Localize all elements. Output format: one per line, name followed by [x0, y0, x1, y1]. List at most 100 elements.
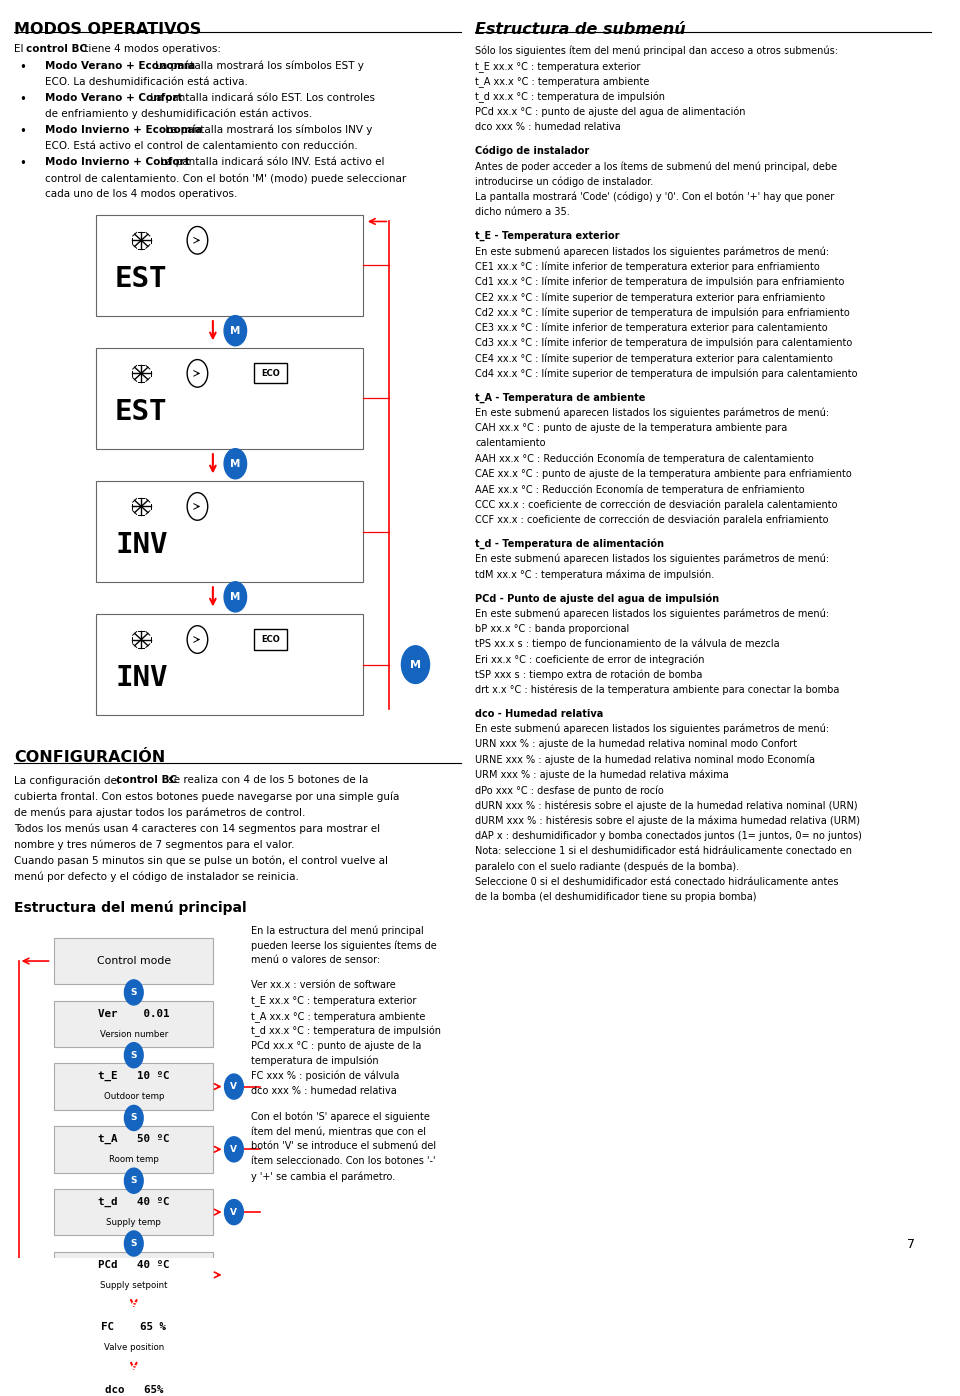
- Text: En este submenú aparecen listados los siguientes parámetros de menú:: En este submenú aparecen listados los si…: [475, 725, 829, 734]
- Text: La pantalla mostrará los símbolos EST y: La pantalla mostrará los símbolos EST y: [152, 60, 364, 71]
- Text: La pantalla indicará sólo INV. Está activo el: La pantalla indicará sólo INV. Está acti…: [156, 156, 384, 168]
- Text: dURM xxx % : histéresis sobre el ajuste de la máxima humedad relativa (URM): dURM xxx % : histéresis sobre el ajuste …: [475, 815, 860, 826]
- Text: de menús para ajustar todos los parámetros de control.: de menús para ajustar todos los parámetr…: [14, 807, 305, 818]
- Text: t_E xx.x °C : temperatura exterior: t_E xx.x °C : temperatura exterior: [475, 61, 640, 71]
- Text: menú por defecto y el código de instalador se reinicia.: menú por defecto y el código de instalad…: [14, 871, 299, 882]
- Text: La pantalla indicará sólo EST. Los controles: La pantalla indicará sólo EST. Los contr…: [147, 92, 375, 103]
- Circle shape: [224, 448, 247, 479]
- FancyBboxPatch shape: [55, 1315, 213, 1361]
- Text: V: V: [230, 1082, 237, 1092]
- Text: Modo Invierno + Confort: Modo Invierno + Confort: [45, 156, 190, 168]
- Text: dco   65%: dco 65%: [105, 1385, 163, 1395]
- Text: Outdoor temp: Outdoor temp: [104, 1092, 164, 1101]
- Text: t_d - Temperatura de alimentación: t_d - Temperatura de alimentación: [475, 539, 664, 550]
- Text: de la bomba (el deshumidificador tiene su propia bomba): de la bomba (el deshumidificador tiene s…: [475, 892, 756, 902]
- Text: La pantalla mostrará 'Code' (código) y '0'. Con el botón '+' hay que poner: La pantalla mostrará 'Code' (código) y '…: [475, 191, 834, 202]
- Text: M: M: [230, 592, 241, 602]
- Circle shape: [125, 1106, 143, 1131]
- Text: t_d xx.x °C : temperatura de impulsión: t_d xx.x °C : temperatura de impulsión: [251, 1026, 441, 1037]
- Circle shape: [125, 1231, 143, 1256]
- Circle shape: [225, 1199, 243, 1224]
- Text: Código de instalador: Código de instalador: [475, 145, 589, 156]
- Text: AAH xx.x °C : Reducción Economía de temperatura de calentamiento: AAH xx.x °C : Reducción Economía de temp…: [475, 454, 814, 463]
- Text: tPS xx.x s : tiempo de funcionamiento de la válvula de mezcla: tPS xx.x s : tiempo de funcionamiento de…: [475, 639, 780, 649]
- Text: Room temp: Room temp: [108, 1154, 158, 1164]
- Text: Cuando pasan 5 minutos sin que se pulse un botón, el control vuelve al: Cuando pasan 5 minutos sin que se pulse …: [14, 856, 388, 866]
- Text: CCF xx.x : coeficiente de corrección de desviación paralela enfriamiento: CCF xx.x : coeficiente de corrección de …: [475, 515, 828, 525]
- Text: M: M: [230, 325, 241, 335]
- Text: S: S: [131, 1051, 137, 1060]
- Text: En la estructura del menú principal: En la estructura del menú principal: [251, 926, 423, 935]
- Text: control BC: control BC: [26, 45, 87, 54]
- Text: CE2 xx.x °C : límite superior de temperatura exterior para enfriamiento: CE2 xx.x °C : límite superior de tempera…: [475, 292, 826, 303]
- FancyBboxPatch shape: [55, 938, 213, 984]
- Text: EST: EST: [115, 265, 168, 293]
- Text: La configuración del: La configuración del: [14, 775, 123, 786]
- FancyBboxPatch shape: [253, 363, 287, 384]
- FancyBboxPatch shape: [55, 1064, 213, 1110]
- Text: S: S: [131, 1114, 137, 1122]
- Text: •: •: [19, 60, 27, 74]
- Text: pueden leerse los siguientes ítems de: pueden leerse los siguientes ítems de: [251, 941, 437, 951]
- Text: tdM xx.x °C : temperatura máxima de impulsión.: tdM xx.x °C : temperatura máxima de impu…: [475, 570, 714, 579]
- Text: control de calentamiento. Con el botón 'M' (modo) puede seleccionar: control de calentamiento. Con el botón '…: [45, 173, 406, 183]
- Text: t_A - Temperatura de ambiente: t_A - Temperatura de ambiente: [475, 392, 646, 402]
- FancyBboxPatch shape: [55, 1001, 213, 1047]
- Text: t_E   10 ºC: t_E 10 ºC: [98, 1071, 170, 1082]
- Text: Version number: Version number: [100, 1029, 168, 1039]
- Text: control BC: control BC: [116, 775, 178, 785]
- Text: dAP x : deshumidificador y bomba conectados juntos (1= juntos, 0= no juntos): dAP x : deshumidificador y bomba conecta…: [475, 831, 862, 842]
- FancyBboxPatch shape: [253, 630, 287, 649]
- Text: de enfriamiento y deshumidificación están activos.: de enfriamiento y deshumidificación está…: [45, 109, 312, 119]
- Text: En este submenú aparecen listados los siguientes parámetros de menú:: En este submenú aparecen listados los si…: [475, 408, 829, 419]
- Text: bP xx.x °C : banda proporcional: bP xx.x °C : banda proporcional: [475, 624, 630, 634]
- Text: t_A   50 ºC: t_A 50 ºC: [98, 1134, 170, 1145]
- Text: cada uno de los 4 modos operativos.: cada uno de los 4 modos operativos.: [45, 188, 237, 200]
- Text: S: S: [131, 1240, 137, 1248]
- Circle shape: [125, 1357, 143, 1382]
- Circle shape: [401, 646, 429, 684]
- Text: ECO. La deshumidificación está activa.: ECO. La deshumidificación está activa.: [45, 77, 248, 87]
- FancyBboxPatch shape: [55, 1127, 213, 1173]
- Text: FC xxx % : posición de válvula: FC xxx % : posición de válvula: [251, 1071, 399, 1082]
- Text: t_E xx.x °C : temperatura exterior: t_E xx.x °C : temperatura exterior: [251, 995, 416, 1007]
- Text: URN xxx % : ajuste de la humedad relativa nominal modo Confort: URN xxx % : ajuste de la humedad relativ…: [475, 740, 798, 750]
- Text: MODOS OPERATIVOS: MODOS OPERATIVOS: [14, 21, 202, 36]
- Text: menú o valores de sensor:: menú o valores de sensor:: [251, 955, 380, 966]
- FancyBboxPatch shape: [96, 348, 363, 448]
- Text: botón 'V' se introduce el submenú del: botón 'V' se introduce el submenú del: [251, 1141, 436, 1152]
- Text: Cd1 xx.x °C : límite inferior de temperatura de impulsión para enfriamiento: Cd1 xx.x °C : límite inferior de tempera…: [475, 276, 845, 288]
- Text: CAE xx.x °C : punto de ajuste de la temperatura ambiente para enfriamiento: CAE xx.x °C : punto de ajuste de la temp…: [475, 469, 852, 479]
- Text: dco xxx % : humedad relativa: dco xxx % : humedad relativa: [251, 1086, 396, 1096]
- Text: AAE xx.x °C : Reducción Economía de temperatura de enfriamiento: AAE xx.x °C : Reducción Economía de temp…: [475, 484, 805, 494]
- Text: Modo Verano + Confort: Modo Verano + Confort: [45, 92, 182, 103]
- Text: PCd xx.x °C : punto de ajuste del agua de alimentación: PCd xx.x °C : punto de ajuste del agua d…: [475, 106, 746, 117]
- Text: Seleccione 0 si el deshumidificador está conectado hidráulicamente antes: Seleccione 0 si el deshumidificador está…: [475, 877, 839, 886]
- Text: CE4 xx.x °C : límite superior de temperatura exterior para calentamiento: CE4 xx.x °C : límite superior de tempera…: [475, 353, 833, 364]
- Text: S: S: [131, 1364, 137, 1374]
- Text: ítem del menú, mientras que con el: ítem del menú, mientras que con el: [251, 1127, 426, 1136]
- FancyBboxPatch shape: [96, 482, 363, 582]
- Text: Nota: seleccione 1 si el deshumidificador está hidráulicamente conectado en: Nota: seleccione 1 si el deshumidificado…: [475, 846, 852, 857]
- Text: Valve position: Valve position: [104, 1343, 164, 1353]
- Text: Con el botón 'S' aparece el siguiente: Con el botón 'S' aparece el siguiente: [251, 1111, 430, 1121]
- Text: nombre y tres números de 7 segmentos para el valor.: nombre y tres números de 7 segmentos par…: [14, 839, 295, 850]
- Text: S: S: [131, 1301, 137, 1311]
- Text: •: •: [19, 92, 27, 106]
- Text: dicho número a 35.: dicho número a 35.: [475, 207, 570, 216]
- Text: ECO. Está activo el control de calentamiento con reducción.: ECO. Está activo el control de calentami…: [45, 141, 358, 151]
- Circle shape: [225, 1388, 243, 1396]
- FancyBboxPatch shape: [55, 1189, 213, 1235]
- Circle shape: [125, 1168, 143, 1194]
- Text: paralelo con el suelo radiante (después de la bomba).: paralelo con el suelo radiante (después …: [475, 861, 739, 872]
- Text: •: •: [19, 124, 27, 138]
- Text: •: •: [19, 156, 27, 170]
- Text: En este submenú aparecen listados los siguientes parámetros de menú:: En este submenú aparecen listados los si…: [475, 609, 829, 618]
- Text: Eri xx.x °C : coeficiente de error de integración: Eri xx.x °C : coeficiente de error de in…: [475, 655, 705, 664]
- Circle shape: [225, 1262, 243, 1287]
- Circle shape: [125, 1043, 143, 1068]
- Text: EST: EST: [115, 398, 168, 426]
- Text: CE3 xx.x °C : límite inferior de temperatura exterior para calentamiento: CE3 xx.x °C : límite inferior de tempera…: [475, 322, 828, 334]
- Text: Control mode: Control mode: [97, 956, 171, 966]
- Circle shape: [225, 1074, 243, 1099]
